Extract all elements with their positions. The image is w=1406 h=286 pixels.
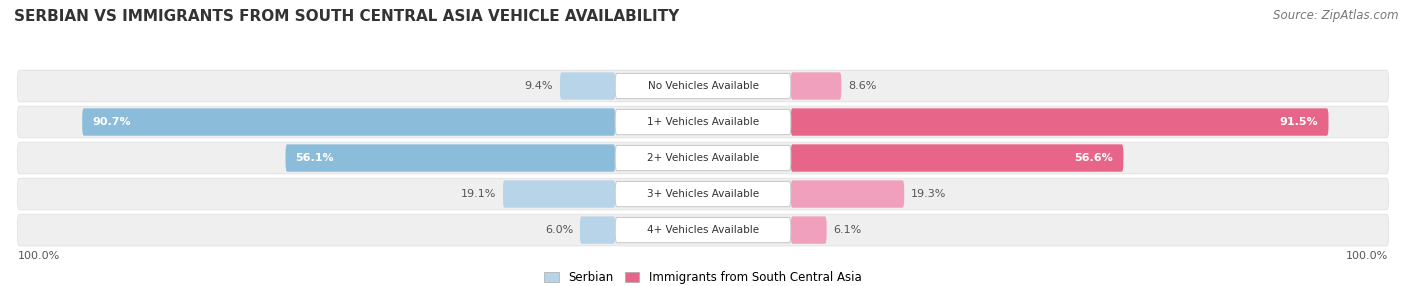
- FancyBboxPatch shape: [790, 217, 827, 244]
- FancyBboxPatch shape: [616, 217, 790, 243]
- FancyBboxPatch shape: [82, 108, 616, 136]
- FancyBboxPatch shape: [17, 142, 1389, 174]
- Text: 6.1%: 6.1%: [834, 225, 862, 235]
- FancyBboxPatch shape: [579, 217, 616, 244]
- FancyBboxPatch shape: [17, 70, 1389, 102]
- Text: 90.7%: 90.7%: [93, 117, 131, 127]
- FancyBboxPatch shape: [17, 178, 1389, 210]
- Text: 100.0%: 100.0%: [1347, 251, 1389, 261]
- FancyBboxPatch shape: [790, 144, 1123, 172]
- FancyBboxPatch shape: [790, 72, 841, 100]
- Text: 56.1%: 56.1%: [295, 153, 335, 163]
- Text: 56.6%: 56.6%: [1074, 153, 1114, 163]
- Text: 9.4%: 9.4%: [524, 81, 553, 91]
- FancyBboxPatch shape: [503, 180, 616, 208]
- Text: 19.3%: 19.3%: [911, 189, 946, 199]
- Text: Source: ZipAtlas.com: Source: ZipAtlas.com: [1274, 9, 1399, 21]
- Text: 4+ Vehicles Available: 4+ Vehicles Available: [647, 225, 759, 235]
- Text: 2+ Vehicles Available: 2+ Vehicles Available: [647, 153, 759, 163]
- Legend: Serbian, Immigrants from South Central Asia: Serbian, Immigrants from South Central A…: [540, 266, 866, 286]
- FancyBboxPatch shape: [616, 110, 790, 135]
- FancyBboxPatch shape: [790, 108, 1329, 136]
- Text: 3+ Vehicles Available: 3+ Vehicles Available: [647, 189, 759, 199]
- FancyBboxPatch shape: [616, 146, 790, 171]
- FancyBboxPatch shape: [17, 214, 1389, 246]
- Text: 100.0%: 100.0%: [17, 251, 59, 261]
- Text: 19.1%: 19.1%: [461, 189, 496, 199]
- Text: 8.6%: 8.6%: [848, 81, 876, 91]
- FancyBboxPatch shape: [616, 181, 790, 207]
- Text: 91.5%: 91.5%: [1279, 117, 1319, 127]
- Text: No Vehicles Available: No Vehicles Available: [648, 81, 758, 91]
- Text: SERBIAN VS IMMIGRANTS FROM SOUTH CENTRAL ASIA VEHICLE AVAILABILITY: SERBIAN VS IMMIGRANTS FROM SOUTH CENTRAL…: [14, 9, 679, 23]
- FancyBboxPatch shape: [790, 180, 904, 208]
- Text: 6.0%: 6.0%: [546, 225, 574, 235]
- FancyBboxPatch shape: [285, 144, 616, 172]
- Text: 1+ Vehicles Available: 1+ Vehicles Available: [647, 117, 759, 127]
- FancyBboxPatch shape: [616, 74, 790, 99]
- FancyBboxPatch shape: [560, 72, 616, 100]
- FancyBboxPatch shape: [17, 106, 1389, 138]
